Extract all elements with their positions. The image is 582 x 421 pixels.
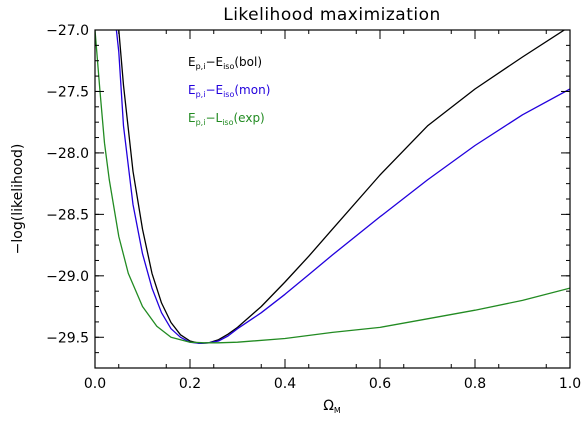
legend-entry-2: Ep,i−Liso(exp): [188, 111, 265, 127]
series-line-1: [115, 30, 570, 345]
y-tick-label: −29.5: [46, 330, 89, 346]
legend-entry-1: Ep,i−Eiso(mon): [188, 83, 270, 99]
x-tick-label: 0.4: [274, 376, 296, 392]
series-line-0: [118, 30, 566, 345]
x-axis-title-base: Ω: [323, 398, 334, 414]
y-axis-title: −log(likelihood): [10, 144, 26, 255]
x-axis-title-sub: M: [334, 406, 341, 415]
x-tick-label: 0.6: [369, 376, 391, 392]
y-tick-label: −28.5: [46, 207, 89, 223]
y-tick-label: −27.0: [46, 23, 89, 39]
y-tick-label: −28.0: [46, 146, 89, 162]
y-tick-label: −27.5: [46, 84, 89, 100]
x-tick-label: 0.2: [179, 376, 201, 392]
x-axis-title: ΩM: [323, 398, 341, 415]
x-tick-label: 0.0: [84, 376, 106, 392]
plot-frame: [94, 29, 571, 369]
y-tick-label: −29.0: [46, 269, 89, 285]
x-tick-label: 0.8: [464, 376, 486, 392]
x-tick-label: 1.0: [559, 376, 581, 392]
series-line-2: [95, 30, 570, 344]
legend-entry-0: Ep,i−Eiso(bol): [188, 55, 262, 71]
chart-title: Likelihood maximization: [223, 5, 441, 25]
